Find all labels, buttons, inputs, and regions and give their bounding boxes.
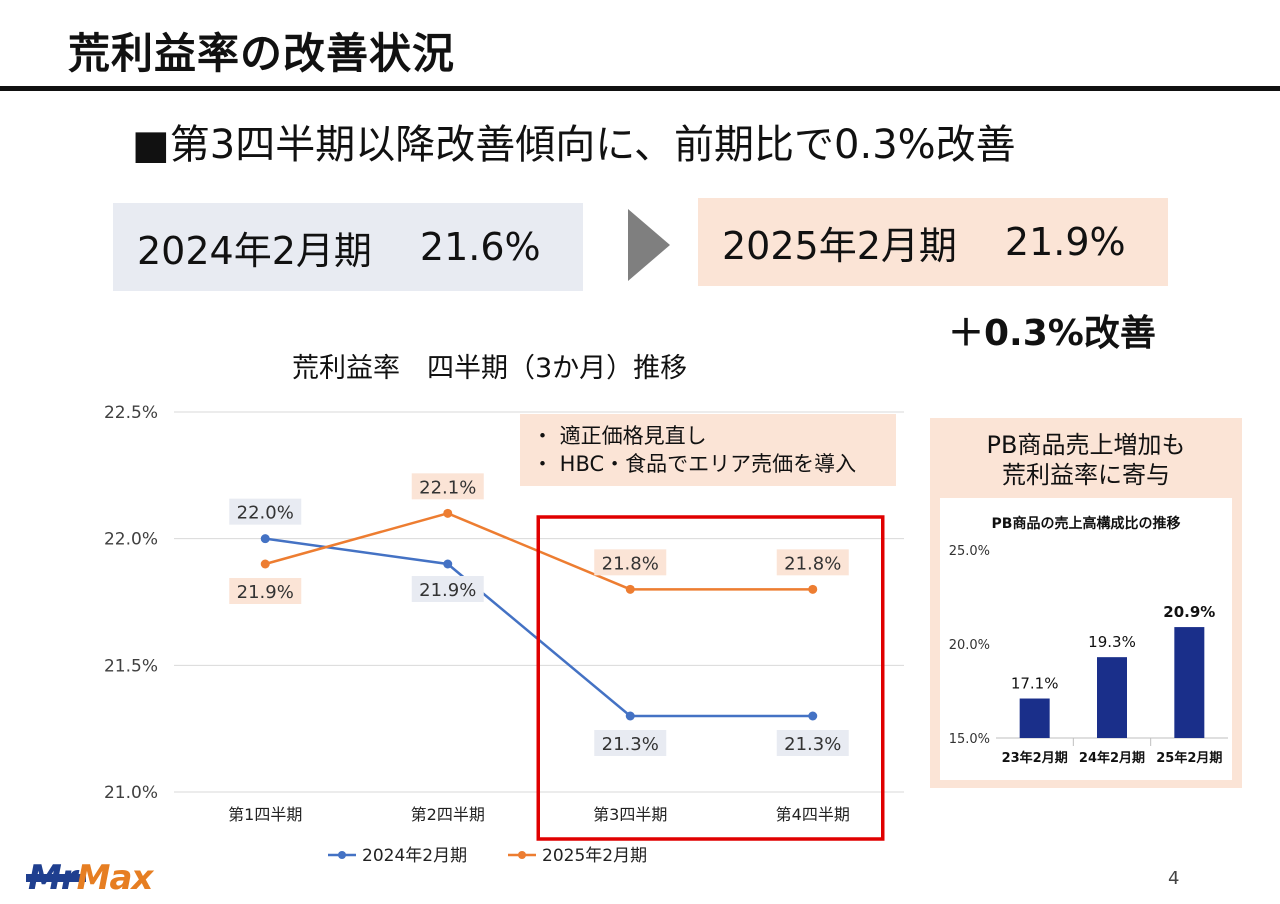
note-box: ・ 適正価格見直し ・ HBC・食品でエリア売価を導入 (520, 414, 896, 486)
headline: ■第3四半期以降改善傾向に、前期比で0.3%改善 (132, 122, 1016, 168)
data-label: 22.0% (237, 503, 294, 524)
note-line-2: ・ HBC・食品でエリア売価を導入 (532, 452, 857, 476)
data-label: 21.8% (784, 553, 841, 574)
bar (1174, 627, 1205, 738)
data-label-bg (229, 578, 302, 604)
previous-year-value: 21.6% (419, 225, 541, 269)
data-point (808, 584, 818, 594)
page-number: 4 (1168, 868, 1180, 889)
data-label-bg (594, 730, 667, 756)
y-tick-label: 22.0% (104, 530, 158, 550)
y-tick-label: 21.0% (104, 783, 158, 803)
bar-y-tick-label: 20.0% (949, 638, 990, 653)
data-label: 21.3% (602, 734, 659, 755)
page-title: 荒利益率の改善状況 (68, 29, 456, 78)
data-label: 21.9% (237, 582, 294, 603)
data-point (443, 508, 453, 518)
data-label: 21.8% (602, 553, 659, 574)
data-label-bg (411, 473, 484, 500)
data-label-bg (594, 549, 667, 576)
data-point (260, 534, 270, 544)
bar-chart-title: PB商品の売上高構成比の推移 (992, 515, 1181, 532)
data-point (443, 559, 453, 569)
gross-margin-line-chart: 21.0% 21.5% 22.0% 22.5% 第1四半期 第2四半期 第3四半期 第4四半期… (104, 403, 904, 866)
current-year-box: 2025年2月期 21.9% (698, 198, 1168, 286)
data-point (808, 711, 818, 721)
data-label: 21.9% (419, 580, 476, 601)
x-tick-label: 第3四半期 (593, 805, 667, 824)
data-point (625, 711, 635, 721)
legend-label: 2025年2月期 (542, 846, 647, 866)
data-label-bg (229, 498, 302, 525)
arrow-right-icon (628, 209, 670, 281)
legend-swatch-marker (518, 851, 526, 859)
data-label-bg (411, 576, 484, 602)
bar (1019, 698, 1050, 738)
bar-y-tick-label: 25.0% (949, 544, 990, 559)
bar (1097, 657, 1127, 738)
previous-year-box: 2024年2月期 21.6% (113, 203, 583, 291)
pb-heading-line-1: PB商品売上増加も (986, 431, 1186, 459)
line-chart-title: 荒利益率 四半期（3か月）推移 (292, 353, 688, 384)
current-year-period: 2025年2月期 (722, 223, 957, 268)
y-tick-label: 21.5% (104, 656, 158, 676)
x-tick-label: 第1四半期 (228, 805, 302, 824)
bar-category-label: 23年2月期 (1002, 750, 1068, 766)
current-year-value: 21.9% (1004, 220, 1126, 264)
bar-category-label: 24年2月期 (1079, 750, 1145, 766)
bar-value-label: 19.3% (1088, 633, 1136, 651)
data-label-bg (776, 549, 849, 576)
bar-value-label: 20.9% (1163, 603, 1215, 621)
previous-year-period: 2024年2月期 (137, 228, 372, 273)
data-label: 22.1% (419, 477, 476, 498)
bar-value-label: 17.1% (1011, 675, 1059, 693)
data-point (625, 584, 635, 594)
company-logo: MrMax (28, 858, 153, 898)
x-tick-label: 第2四半期 (411, 805, 485, 824)
y-tick-label: 22.5% (104, 403, 158, 423)
logo-bar (26, 874, 86, 882)
legend-swatch-marker (338, 851, 346, 859)
improvement-label: ＋0.3%改善 (948, 313, 1156, 354)
bar-category-label: 25年2月期 (1156, 750, 1222, 766)
x-tick-label: 第4四半期 (776, 805, 850, 824)
data-label-bg (776, 730, 849, 756)
highlight-box (536, 515, 885, 841)
pb-heading: PB商品売上増加も 荒利益率に寄与 (930, 430, 1242, 490)
legend-label: 2024年2月期 (362, 846, 467, 866)
pb-heading-line-2: 荒利益率に寄与 (1002, 461, 1170, 489)
data-label: 21.3% (784, 734, 841, 755)
data-point (260, 559, 270, 569)
pb-share-bar-chart: PB商品の売上高構成比の推移 15.0% 20.0% 25.0% 17.1% 23年2月期… (940, 498, 1232, 780)
bar-y-tick-label: 15.0% (949, 732, 990, 747)
note-line-1: ・ 適正価格見直し (532, 424, 707, 448)
title-divider (0, 86, 1280, 91)
